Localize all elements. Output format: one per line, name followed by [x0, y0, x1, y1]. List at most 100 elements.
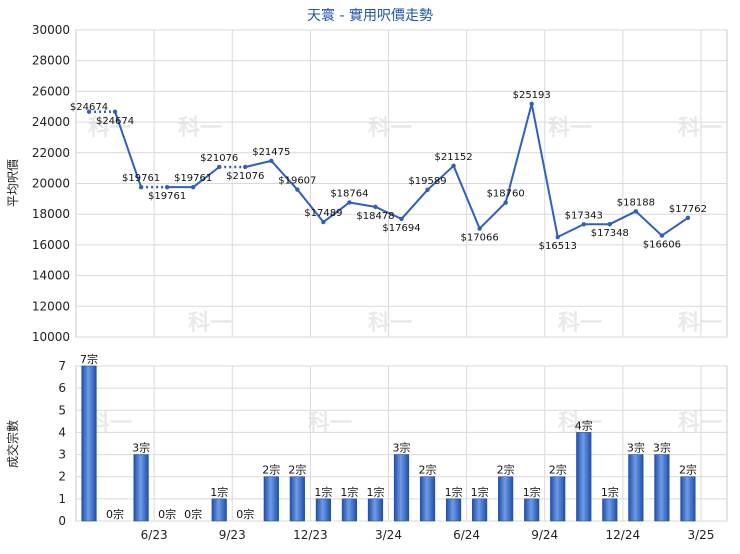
count-y-tick-label: 7: [58, 359, 66, 373]
count-bar-label: 3宗: [627, 441, 645, 455]
price-y-tick-label: 12000: [32, 299, 70, 313]
count-bar-label: 1宗: [471, 485, 489, 499]
count-bar: [264, 477, 279, 521]
price-point: [503, 200, 507, 204]
price-point: [399, 217, 403, 221]
price-point: [425, 188, 429, 192]
count-bar: [655, 455, 670, 521]
count-bar: [524, 499, 539, 521]
price-point-label: $24674: [70, 102, 108, 113]
price-axis-title: 平均呎價: [6, 159, 20, 207]
count-bar-label: 4宗: [575, 418, 593, 432]
count-bar-label: 1宗: [445, 485, 463, 499]
price-point-label: $21076: [200, 153, 238, 164]
price-point-label: $19761: [174, 173, 212, 184]
price-point-label: $19607: [278, 176, 316, 187]
count-bar-label: 1宗: [314, 485, 332, 499]
count-y-tick-label: 1: [58, 492, 66, 506]
price-point-label: $17694: [382, 223, 420, 234]
count-bar: [498, 477, 513, 521]
x-tick-label: 3/24: [375, 528, 402, 542]
count-bar: [394, 455, 409, 521]
price-point-label: $16606: [643, 240, 681, 251]
price-y-tick-label: 10000: [32, 330, 70, 344]
count-bar-label: 2宗: [419, 463, 437, 477]
price-point-label: $17762: [669, 204, 707, 215]
count-bar-label: 2宗: [549, 463, 567, 477]
price-point: [113, 110, 117, 114]
count-y-tick-label: 6: [58, 381, 66, 395]
count-axis-title: 成交宗數: [5, 420, 20, 468]
price-point: [243, 165, 247, 169]
price-point: [634, 209, 638, 213]
count-bar-label: 0宗: [236, 507, 254, 521]
price-point-label: $21152: [434, 152, 472, 163]
count-bar-label: 2宗: [679, 463, 697, 477]
x-tick-label: 6/23: [141, 528, 168, 542]
price-point-label: $24674: [96, 116, 134, 127]
price-point: [347, 200, 351, 204]
price-point-label: $19761: [122, 173, 160, 184]
count-bar: [368, 499, 383, 521]
count-bar-label: 2宗: [262, 463, 280, 477]
count-bar-label: 0宗: [106, 507, 124, 521]
price-y-tick-label: 24000: [32, 115, 70, 129]
price-y-tick-label: 30000: [32, 23, 70, 37]
count-y-tick-label: 3: [58, 448, 66, 462]
price-y-tick-label: 28000: [32, 54, 70, 68]
price-point: [530, 102, 534, 106]
price-point-label: $18188: [617, 197, 655, 208]
count-bar-label: 3宗: [132, 441, 150, 455]
price-point-label: $18478: [356, 211, 394, 222]
price-point-label: $21076: [226, 171, 264, 182]
x-tick-label: 12/24: [606, 528, 641, 542]
watermark: 科一: [558, 311, 602, 336]
count-bar-label: 2宗: [497, 463, 515, 477]
count-bar-label: 1宗: [601, 485, 619, 499]
price-point: [608, 222, 612, 226]
x-tick-label: 12/23: [293, 528, 328, 542]
watermark: 科一: [178, 116, 222, 141]
count-bar-label: 0宗: [158, 507, 176, 521]
count-bar: [603, 499, 618, 521]
price-point: [373, 205, 377, 209]
count-y-tick-label: 5: [58, 403, 66, 417]
price-point: [269, 159, 273, 163]
price-y-tick-label: 18000: [32, 207, 70, 221]
price-point-label: $19589: [408, 176, 446, 187]
count-bar-label: 0宗: [184, 507, 202, 521]
price-point-label: $17066: [461, 233, 499, 244]
price-point-label: $17348: [591, 228, 629, 239]
watermark: 科一: [678, 116, 722, 141]
count-bar: [316, 499, 331, 521]
watermark: 科一: [368, 116, 412, 141]
count-bar: [82, 366, 97, 521]
price-point: [165, 185, 169, 189]
x-tick-label: 9/24: [531, 528, 558, 542]
chart-title: 天寰 - 實用呎價走勢: [307, 7, 433, 24]
price-point-label: $16513: [539, 241, 577, 252]
price-point-label: $25193: [513, 90, 551, 101]
count-bar-label: 3宗: [393, 441, 411, 455]
count-bar: [342, 499, 357, 521]
count-bar-label: 1宗: [523, 485, 541, 499]
price-point: [477, 226, 481, 230]
watermark: 科一: [188, 311, 232, 336]
count-bar-label: 7宗: [80, 352, 98, 366]
count-bar: [446, 499, 461, 521]
x-tick-label: 6/24: [453, 528, 480, 542]
price-point-label: $18764: [330, 188, 368, 199]
count-bar: [550, 477, 565, 521]
count-y-tick-label: 4: [58, 425, 66, 439]
price-point: [321, 220, 325, 224]
count-bar-label: 1宗: [210, 485, 228, 499]
count-y-tick-label: 2: [58, 470, 66, 484]
price-point-label: $21475: [252, 147, 290, 158]
price-point: [582, 222, 586, 226]
count-bar: [472, 499, 487, 521]
count-bar-label: 1宗: [340, 485, 358, 499]
count-bar: [420, 477, 435, 521]
price-point-label: $17343: [565, 210, 603, 221]
price-point-label: $19761: [148, 191, 186, 202]
